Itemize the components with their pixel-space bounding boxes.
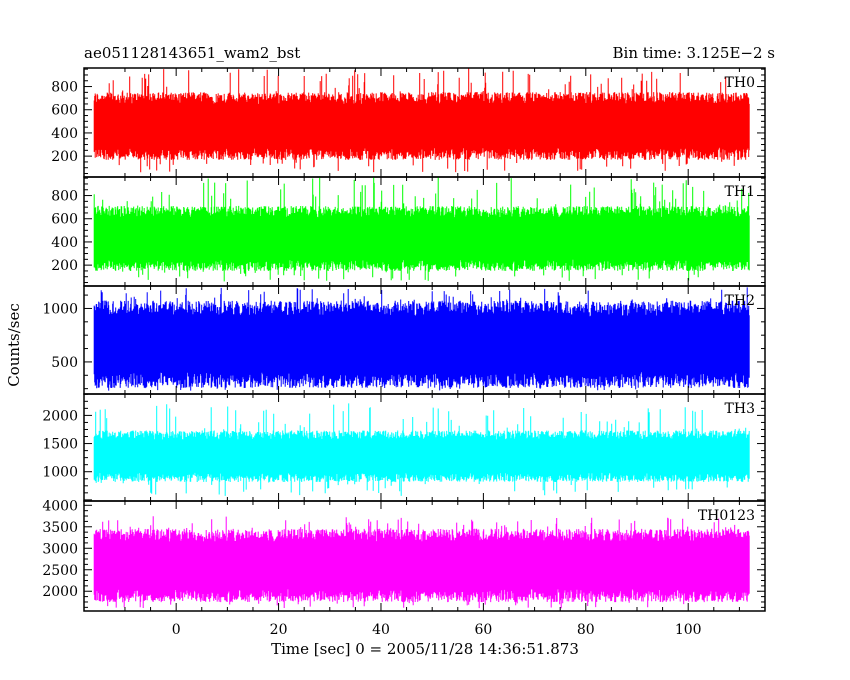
panel-label: TH3 <box>725 401 755 417</box>
panel-label: TH0123 <box>698 508 755 524</box>
y-tick-label: 1000 <box>42 301 78 317</box>
panel-th0123: 2000 2500 3000 3500 4000 TH0123 <box>42 498 766 612</box>
series-th1 <box>93 177 750 282</box>
x-tick-label: 0 <box>172 622 181 638</box>
y-tick-label: 200 <box>51 149 78 165</box>
panel-th3: 1000 1500 2000 TH3 <box>42 393 766 502</box>
panel-th2: 500 1000 TH2 <box>42 285 766 395</box>
panel-th0: 200 400 600 800 TH0 <box>51 67 766 178</box>
x-tick-label: 60 <box>474 622 492 638</box>
panel-label: TH0 <box>725 75 755 91</box>
y-axis-label: Counts/sec <box>5 303 23 387</box>
panel-th1: 200 400 600 800 TH1 <box>51 176 766 287</box>
x-axis-ticks: 0 20 40 60 80 100 <box>172 622 702 638</box>
x-tick-label: 20 <box>270 622 288 638</box>
y-tick-label: 4000 <box>42 498 78 514</box>
y-tick-label: 3500 <box>42 520 78 536</box>
y-tick-label: 2000 <box>42 408 78 424</box>
x-axis-label: Time [sec] 0 = 2005/11/28 14:36:51.873 <box>271 640 579 658</box>
y-tick-label: 2500 <box>42 563 78 579</box>
panel-label: TH1 <box>725 184 755 200</box>
y-tick-label: 3000 <box>42 541 78 557</box>
y-tick-label: 500 <box>51 355 78 371</box>
series-th0123 <box>93 516 750 609</box>
y-tick-label: 800 <box>51 80 78 96</box>
bin-time-label: Bin time: 3.125E−2 s <box>613 44 775 62</box>
x-tick-label: 80 <box>577 622 595 638</box>
y-tick-label: 800 <box>51 189 78 205</box>
x-tick-label: 100 <box>675 622 702 638</box>
source-title: ae051128143651_wam2_bst <box>84 44 300 62</box>
y-tick-label: 2000 <box>42 584 78 600</box>
y-tick-label: 1500 <box>42 437 78 453</box>
x-tick-label: 40 <box>372 622 390 638</box>
panel-label: TH2 <box>725 293 755 309</box>
series-th2 <box>93 287 750 391</box>
y-tick-label: 400 <box>51 235 78 251</box>
plot-panels: 200 400 600 800 TH0 200 400 600 800 TH1 500 1000 TH2… <box>42 67 766 612</box>
series-th0 <box>93 68 750 173</box>
y-tick-label: 1000 <box>42 465 78 481</box>
y-tick-label: 600 <box>51 212 78 228</box>
y-tick-label: 200 <box>51 258 78 274</box>
series-th3 <box>93 403 750 496</box>
y-tick-label: 400 <box>51 126 78 142</box>
y-tick-label: 600 <box>51 103 78 119</box>
panel-frame <box>83 500 766 612</box>
